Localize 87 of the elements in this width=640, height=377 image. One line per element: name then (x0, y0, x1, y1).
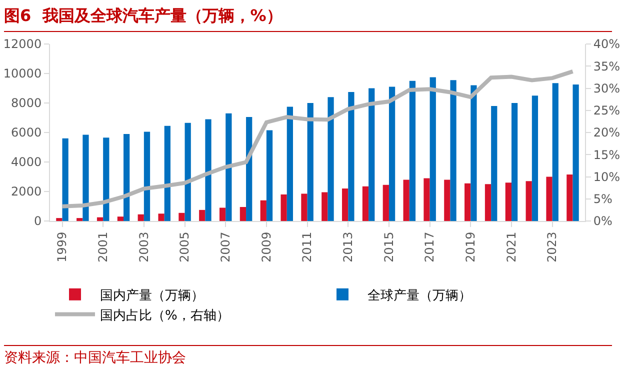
bar (382, 184, 389, 221)
y-tick-label: 10000 (3, 66, 42, 81)
bar (444, 180, 450, 221)
bar (505, 182, 512, 221)
bar (184, 122, 191, 221)
bar (362, 186, 369, 221)
bar (532, 96, 538, 221)
bar (328, 97, 334, 221)
y2-tick-label: 20% (593, 126, 620, 140)
bar (240, 206, 246, 221)
y-tick-label: 0 (34, 214, 42, 228)
bar (124, 134, 130, 221)
y-tick-label: 6000 (11, 126, 42, 140)
bar (301, 194, 308, 221)
x-tick-label: 2021 (504, 232, 518, 262)
y-tick-label: 8000 (11, 96, 42, 110)
x-tick-label: 2019 (464, 232, 478, 262)
bar (572, 84, 579, 221)
bar (526, 181, 532, 221)
x-tick-label: 2023 (545, 232, 560, 262)
legend-label: 国内产量（万辆） (100, 288, 204, 304)
x-tick-label: 2001 (96, 232, 110, 262)
chart-title: 图6 我国及全球汽车产量（万辆，%） (4, 6, 612, 32)
bar (307, 103, 314, 221)
bar (260, 200, 266, 221)
bar (546, 176, 552, 221)
y2-tick-label: 15% (593, 148, 620, 162)
bar (484, 184, 492, 221)
bar (56, 218, 62, 221)
text: 资料来源：中国汽车工业协会 (4, 345, 612, 367)
bar (219, 208, 226, 221)
bar (566, 174, 573, 221)
x-tick-label: 2007 (218, 232, 233, 262)
bar (144, 132, 150, 221)
bar (138, 214, 144, 221)
bar (96, 217, 104, 221)
x-tick-label: 2011 (300, 232, 314, 262)
y2-tick-label: 35% (593, 59, 620, 74)
legend-label: 全球产量（万辆） (368, 288, 472, 304)
bar (403, 180, 410, 221)
y2-tick-label: 0% (593, 214, 612, 228)
bar (62, 138, 68, 221)
bar (388, 86, 396, 221)
bar (266, 130, 273, 221)
x-tick-label: 1999 (55, 232, 70, 262)
bar (286, 106, 293, 221)
bar (424, 178, 430, 221)
bar (470, 85, 477, 221)
bar (117, 216, 124, 221)
y2-tick-label: 10% (593, 170, 620, 184)
bar (511, 103, 518, 221)
bar (199, 210, 206, 221)
bar (322, 192, 328, 221)
y-tick-label: 2000 (11, 184, 42, 199)
bar (552, 83, 558, 221)
x-tick-label: 2009 (259, 232, 274, 262)
y-tick-label: 12000 (3, 37, 42, 52)
bar (491, 106, 498, 221)
bar (464, 183, 471, 221)
bar (226, 113, 232, 221)
bar (103, 138, 110, 221)
bar (342, 188, 348, 221)
bar (178, 212, 185, 221)
y2-tick-label: 40% (593, 37, 620, 52)
y2-tick-label: 25% (593, 104, 620, 118)
y2-tick-label: 30% (593, 81, 620, 96)
legend-label: 国内占比（%，右轴） (100, 308, 230, 324)
bar (368, 88, 375, 221)
x-tick-label: 2017 (422, 232, 437, 262)
y2-tick-label: 5% (593, 192, 612, 206)
x-tick-label: 2013 (341, 232, 356, 262)
x-tick-label: 2005 (178, 232, 192, 262)
bar (246, 117, 252, 221)
bar (280, 194, 287, 221)
bar (76, 218, 83, 221)
bar (348, 92, 354, 221)
line-series (60, 69, 575, 208)
bar (450, 80, 456, 221)
bar (164, 126, 170, 221)
y-tick-label: 4000 (11, 155, 42, 170)
x-tick-label: 2003 (136, 232, 151, 262)
bar (158, 214, 164, 221)
bar (430, 77, 436, 221)
x-tick-label: 2015 (382, 232, 396, 262)
bar (409, 80, 416, 221)
bar (205, 119, 212, 221)
bar (82, 134, 89, 221)
